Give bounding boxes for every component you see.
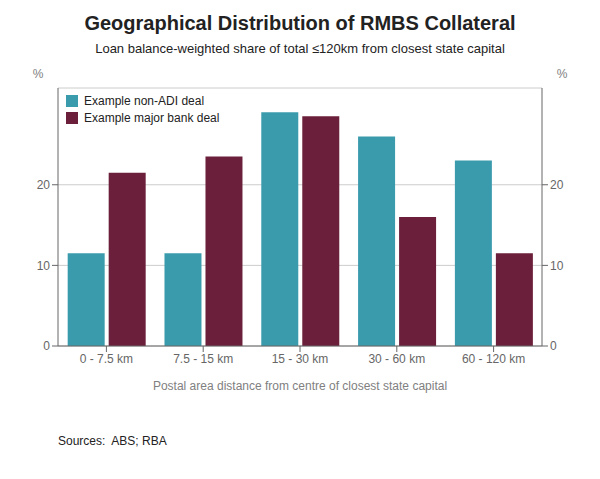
- svg-text:0: 0: [43, 339, 50, 353]
- svg-text:10: 10: [37, 259, 51, 273]
- svg-text:20: 20: [37, 178, 51, 192]
- html-text:Example non-ADI deal: Example non-ADI deal: [84, 94, 205, 108]
- svg-text:60 - 120 km: 60 - 120 km: [462, 352, 525, 366]
- svg-text:Postal area distance from cent: Postal area distance from centre of clos…: [153, 379, 447, 393]
- html-text:Geographical Distribution of R: Geographical Distribution of RMBS Collat…: [84, 12, 516, 34]
- html-text:Sources: ABS; RBA: Sources: ABS; RBA: [58, 434, 167, 448]
- svg-text:%: %: [557, 67, 568, 81]
- svg-text:20: 20: [550, 178, 564, 192]
- html-text:Loan balance-weighted share of: Loan balance-weighted share of total ≤12…: [95, 41, 505, 56]
- html-text:Example major bank deal: Example major bank deal: [84, 111, 220, 125]
- svg-text:10: 10: [550, 259, 564, 273]
- svg-text:0 - 7.5 km: 0 - 7.5 km: [80, 352, 133, 366]
- svg-text:7.5 - 15 km: 7.5 - 15 km: [173, 352, 233, 366]
- svg-text:0: 0: [550, 339, 557, 353]
- svg-text:30 - 60 km: 30 - 60 km: [368, 352, 425, 366]
- svg-text:15 - 30 km: 15 - 30 km: [272, 352, 329, 366]
- svg-text:%: %: [33, 67, 44, 81]
